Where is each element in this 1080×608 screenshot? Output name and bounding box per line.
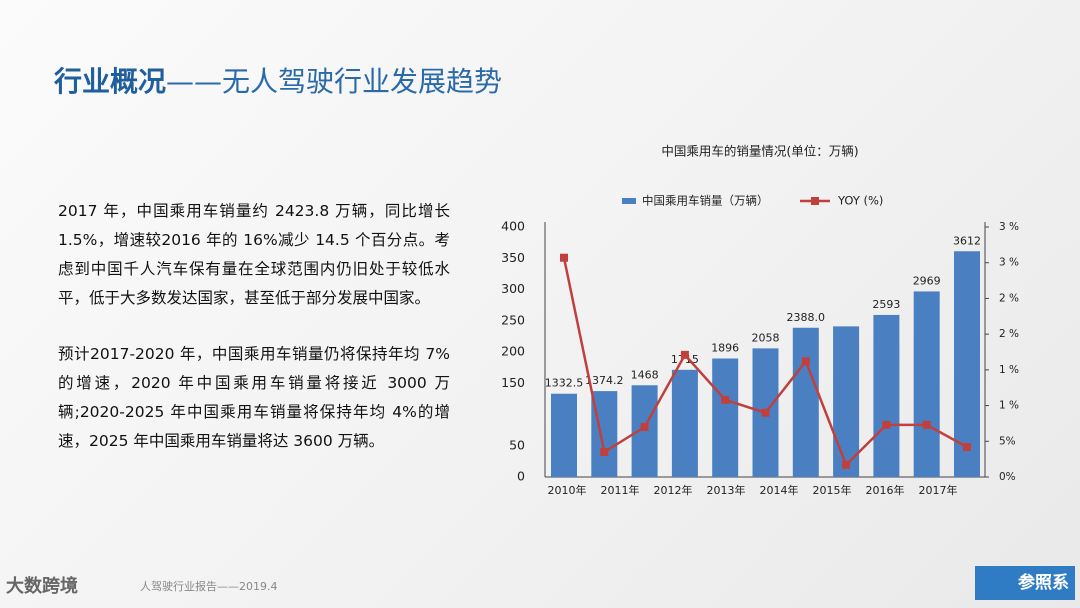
y-tick-label: 200: [501, 344, 525, 359]
data-label: 2969: [913, 274, 941, 287]
bar: [712, 358, 739, 477]
y-tick-label: 400: [501, 219, 525, 234]
y2-tick-label: 3 %: [999, 221, 1019, 233]
y-tick-label: 350: [501, 250, 525, 265]
y-tick-label: 250: [501, 312, 525, 327]
data-label: 1332.5: [545, 377, 584, 390]
logo: 参照系: [975, 566, 1075, 600]
x-tick-label: 2010年: [548, 483, 587, 497]
yoy-point: [640, 423, 649, 431]
bar: [913, 291, 940, 477]
y2-tick-label: 2 %: [999, 292, 1019, 304]
legend-label: 中国乘用车销量（万辆）: [642, 194, 769, 208]
title-bold: 行业概况: [54, 65, 167, 98]
data-label: 2593: [872, 298, 900, 311]
paragraph: 2017 年，中国乘用车销量约 2423.8 万辆，同比增长 1.5%，增速较2…: [58, 202, 450, 307]
yoy-point: [801, 357, 810, 366]
x-tick-label: 2012年: [654, 483, 693, 497]
y2-tick-label: 1 %: [999, 400, 1019, 412]
data-label: 1468: [631, 368, 659, 381]
bar: [873, 314, 900, 477]
y2-tick-label: 2 %: [999, 328, 1019, 340]
yoy-point: [761, 408, 770, 417]
data-label: 1896: [711, 342, 739, 355]
x-tick-label: 2015年: [813, 483, 852, 497]
y2-tick-label: 3 %: [999, 257, 1019, 269]
y2-tick-label: 1 %: [999, 364, 1019, 376]
bar: [954, 251, 980, 477]
data-label: 3612: [953, 234, 981, 247]
y-tick-label: 50: [509, 437, 525, 452]
x-tick-label: 2011年: [601, 483, 640, 497]
title-rest: ——无人驾驶行业发展趋势: [166, 65, 503, 98]
chart-title: 中国乘用车的销量情况(单位：万辆): [661, 144, 858, 159]
slide-title: 行业概况——无人驾驶行业发展趋势: [54, 60, 502, 100]
y2-tick-label: 5%: [999, 435, 1016, 447]
yoy-point: [882, 420, 891, 429]
yoy-point: [600, 448, 609, 456]
yoy-point: [842, 460, 851, 469]
bar: [551, 393, 577, 477]
bar: [631, 385, 658, 477]
x-tick-label: 2014年: [760, 483, 799, 497]
x-tick-label: 2016年: [866, 483, 905, 497]
y2-tick-label: 0%: [999, 471, 1016, 483]
logo: 大数跨境: [6, 576, 78, 597]
bar: [792, 327, 819, 477]
y-tick-label: 150: [501, 375, 525, 390]
footer-text: 人驾驶行业报告——2019.4: [140, 580, 278, 593]
bar: [833, 326, 860, 477]
paragraph: 预计2017-2020 年，中国乘用车销量仍将保持年均 7%的增速，2020 年…: [58, 345, 450, 450]
x-tick-label: 2013年: [707, 483, 746, 497]
legend-label: YOY (%): [837, 194, 883, 208]
x-tick-label: 2017年: [919, 483, 958, 497]
yoy-point: [922, 420, 931, 429]
yoy-point: [721, 395, 730, 404]
y-tick-label: 300: [501, 281, 525, 296]
yoy-point: [963, 443, 971, 451]
yoy-point: [680, 350, 689, 359]
data-label: 2388.0: [787, 311, 826, 324]
bar: [671, 369, 698, 477]
y-tick-label: 0: [517, 469, 525, 484]
legend-swatch: [811, 197, 819, 205]
data-label: 2058: [752, 331, 780, 344]
legend-swatch: [622, 198, 636, 204]
yoy-point: [560, 253, 568, 262]
data-label: 1374.2: [585, 374, 624, 387]
